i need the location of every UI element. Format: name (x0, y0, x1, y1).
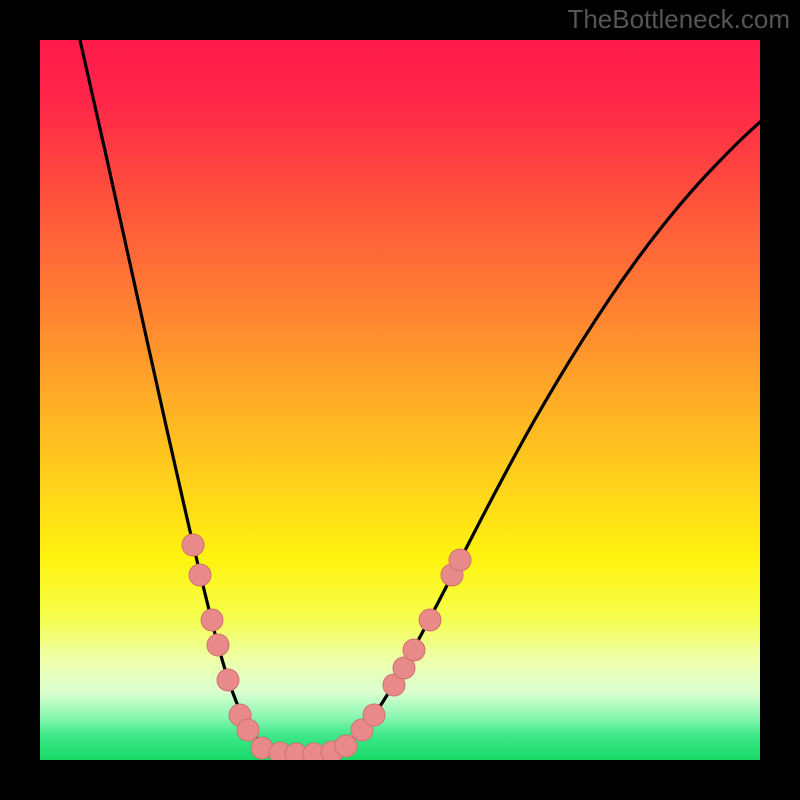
data-marker (335, 735, 357, 757)
data-marker (201, 609, 223, 631)
data-marker (449, 549, 471, 571)
data-marker (189, 564, 211, 586)
data-marker (363, 704, 385, 726)
watermark-text: TheBottleneck.com (567, 4, 790, 35)
chart-svg (0, 0, 800, 800)
data-marker (403, 639, 425, 661)
data-marker (419, 609, 441, 631)
plot-background (40, 40, 760, 760)
data-marker (207, 634, 229, 656)
data-marker (182, 534, 204, 556)
data-marker (217, 669, 239, 691)
data-marker (237, 719, 259, 741)
chart-stage: TheBottleneck.com (0, 0, 800, 800)
